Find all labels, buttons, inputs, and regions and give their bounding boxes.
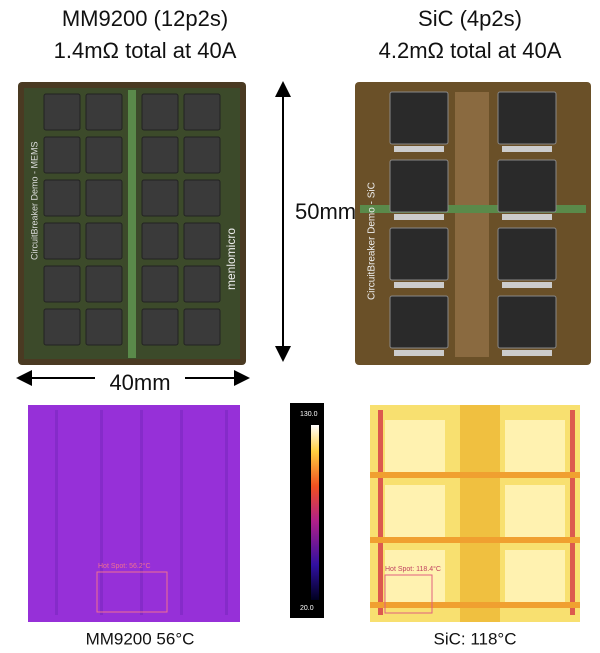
shape (370, 472, 580, 478)
shape (370, 602, 580, 608)
shape (394, 214, 444, 220)
left-caption: MM9200 56°C (86, 629, 195, 648)
colorbar-max: 130.0 (300, 411, 318, 418)
shape (497, 227, 557, 281)
hot-spot-box (96, 571, 168, 613)
left-subtitle: 1.4mΩ total at 40A (54, 38, 237, 63)
colorbar-min: 20.0 (300, 605, 314, 612)
shape (385, 485, 445, 540)
shape (183, 93, 221, 131)
shape (183, 308, 221, 346)
shape (389, 159, 449, 213)
shape (394, 350, 444, 356)
shape (370, 537, 580, 543)
shape (497, 91, 557, 145)
shape (183, 179, 221, 217)
shape (505, 485, 565, 540)
shape (497, 295, 557, 349)
board-label: CircuitBreaker Demo - MEMS (29, 141, 39, 260)
shape (55, 410, 58, 615)
shape (389, 227, 449, 281)
shape (389, 295, 449, 349)
brand: menlomicro (224, 228, 238, 290)
left-title: MM9200 (12p2s) (62, 6, 228, 31)
shape (85, 222, 123, 260)
shape (183, 222, 221, 260)
shape (378, 410, 383, 615)
hot-spot-box (384, 574, 433, 614)
shape (389, 91, 449, 145)
shape (502, 214, 552, 220)
shape (502, 282, 552, 288)
shape (140, 410, 143, 615)
hot-spot-label: Hot Spot: 118.4°C (385, 565, 441, 573)
shape (43, 179, 81, 217)
shape (85, 308, 123, 346)
shape (141, 93, 179, 131)
shape (497, 159, 557, 213)
shape (85, 265, 123, 303)
shape (85, 179, 123, 217)
shape (43, 136, 81, 174)
shape (43, 222, 81, 260)
shape (505, 550, 565, 605)
shape (183, 136, 221, 174)
sic-board (355, 82, 591, 365)
hot-spot-label: Hot Spot: 56.2°C (98, 562, 151, 570)
shape (43, 93, 81, 131)
board-label: CircuitBreaker Demo - SiC (367, 182, 378, 300)
shape (570, 410, 575, 615)
label-bg (95, 372, 185, 394)
height-label: 50mm (295, 199, 356, 224)
shape (183, 265, 221, 303)
sic-thermal (370, 405, 580, 622)
mems-board (18, 82, 246, 365)
shape (85, 93, 123, 131)
shape (85, 136, 123, 174)
shape (394, 282, 444, 288)
shape (385, 550, 445, 605)
shape (225, 410, 228, 615)
right-caption: SiC: 118°C (433, 629, 516, 648)
shape (385, 420, 445, 475)
shape (141, 179, 179, 217)
width-label: 40mm (109, 370, 170, 395)
shape (505, 420, 565, 475)
colorbar (311, 425, 319, 600)
shape (43, 265, 81, 303)
shape (502, 146, 552, 152)
shape (141, 308, 179, 346)
shape (502, 350, 552, 356)
shape (141, 265, 179, 303)
shape (394, 146, 444, 152)
shape (100, 410, 103, 615)
shape (141, 136, 179, 174)
mems-thermal (28, 405, 240, 622)
right-subtitle: 4.2mΩ total at 40A (379, 38, 562, 63)
right-title: SiC (4p2s) (418, 6, 522, 31)
shape (180, 410, 183, 615)
shape (141, 222, 179, 260)
shape (43, 308, 81, 346)
